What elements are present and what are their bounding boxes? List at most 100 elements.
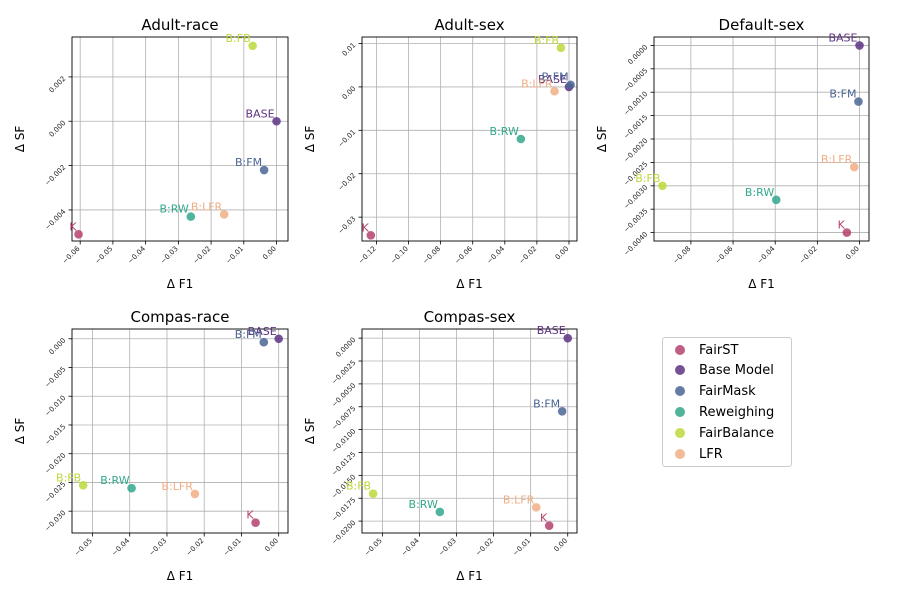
point-label-k: K xyxy=(362,221,370,234)
data-point-b-fb xyxy=(78,481,88,490)
x-axis-label: Δ F1 xyxy=(456,569,483,583)
x-tick-label: −0.06 xyxy=(453,244,474,265)
x-tick-label: −0.04 xyxy=(110,536,131,557)
y-tick-label: −0.0125 xyxy=(330,450,357,477)
point-label-k: K xyxy=(540,512,548,525)
legend-marker-fairmask xyxy=(675,386,685,396)
legend-label-reweighing: Reweighing xyxy=(699,404,775,420)
x-tick-label: −0.03 xyxy=(437,537,458,558)
axes-frame xyxy=(653,36,870,242)
x-tick-label: −0.05 xyxy=(93,245,114,266)
data-point-b-lfr xyxy=(190,489,200,499)
y-tick-label: 0.0000 xyxy=(626,43,649,66)
x-tick-label: −0.02 xyxy=(185,537,206,558)
point-label-b-rw: B:RW xyxy=(159,203,188,216)
x-tick-label: −0.08 xyxy=(671,245,692,266)
point-label-k: K xyxy=(838,219,846,232)
point-label-b-lfr: B:LFR xyxy=(821,153,853,166)
point-label-b-lfr: B:LFR xyxy=(521,77,553,90)
point-label-b-fm: B:FM xyxy=(235,328,262,341)
x-tick-label: 0.00 xyxy=(263,537,280,554)
y-axis-label: Δ SF xyxy=(13,126,27,153)
x-tick-label: −0.06 xyxy=(61,244,82,265)
y-tick-label: 0.0000 xyxy=(334,336,357,359)
axes-frame xyxy=(361,36,578,242)
point-label-base: BASE xyxy=(246,107,275,120)
data-point-b-rw xyxy=(435,507,445,517)
point-label-b-lfr: B:LFR xyxy=(162,480,194,493)
y-tick-label: −0.0075 xyxy=(330,405,357,432)
y-tick-label: −0.004 xyxy=(43,207,67,231)
legend-marker-fairbalance xyxy=(675,428,685,438)
data-point-base xyxy=(563,333,573,343)
point-label-b-rw: B:RW xyxy=(409,498,438,511)
point-label-b-fm: B:FM xyxy=(533,397,560,410)
legend-item-fairmask: FairMask xyxy=(675,381,756,401)
y-tick-label: 0.00 xyxy=(341,85,358,102)
legend-label-fairmask: FairMask xyxy=(699,383,756,399)
data-point-k xyxy=(366,231,376,240)
data-point-b-fm xyxy=(557,407,567,416)
x-tick-label: −0.04 xyxy=(400,536,421,557)
data-point-b-fm xyxy=(566,80,575,90)
y-tick-label: −0.02 xyxy=(337,171,358,192)
y-tick-label: −0.0015 xyxy=(622,113,649,140)
legend-marker-fairst xyxy=(675,345,685,355)
point-label-b-fb: B:FB xyxy=(226,32,251,45)
subplot-compas-sex: −0.05 −0.04 −0.03 −0.02 −0.01 0.00−0.0200−0.0… xyxy=(303,308,578,583)
data-point-k xyxy=(544,521,554,530)
point-label-b-fm: B:FM xyxy=(235,156,262,169)
x-tick-label: −0.12 xyxy=(357,245,378,266)
y-axis-label: Δ SF xyxy=(303,126,317,153)
point-label-base: BASE xyxy=(828,31,857,44)
x-tick-label: −0.05 xyxy=(363,537,384,558)
y-tick-label: −0.01 xyxy=(337,128,358,149)
subplot-default-sex: −0.08 −0.06 −0.04 −0.02 0.00−0.0040−0.0035−0… xyxy=(595,16,870,291)
point-label-b-rw: B:RW xyxy=(490,125,519,138)
legend-item-fairst: FairST xyxy=(675,340,738,360)
point-label-k: K xyxy=(69,220,77,233)
data-point-k xyxy=(251,518,260,527)
y-tick-label: 0.002 xyxy=(48,75,68,95)
data-point-b-fb xyxy=(658,181,667,191)
y-tick-label: −0.0040 xyxy=(622,230,649,257)
legend-label-fairbalance: FairBalance xyxy=(699,425,775,441)
x-tick-label: 0.00 xyxy=(844,245,861,262)
point-label-b-lfr: B:LFR xyxy=(191,200,223,213)
y-tick-label: 0.000 xyxy=(48,337,68,357)
x-tick-label: −0.02 xyxy=(192,245,213,266)
data-point-b-rw xyxy=(516,134,526,144)
y-tick-label: −0.0025 xyxy=(330,359,357,386)
legend-marker-lfr xyxy=(675,449,685,459)
x-axis-label: Δ F1 xyxy=(456,277,483,291)
y-tick-label: −0.0175 xyxy=(330,496,357,523)
chart-title: Default-sex xyxy=(719,16,805,34)
y-tick-label: −0.0100 xyxy=(330,427,357,454)
data-point-k xyxy=(842,228,852,237)
x-tick-label: −0.06 xyxy=(714,244,735,265)
chart-title: Adult-race xyxy=(141,16,218,34)
legend-item-reweighing: Reweighing xyxy=(675,402,774,422)
x-tick-label: −0.04 xyxy=(756,244,777,265)
chart-title: Compas-race xyxy=(130,308,229,326)
data-point-b-rw xyxy=(186,212,196,221)
data-point-base xyxy=(274,334,283,344)
y-tick-label: −0.005 xyxy=(43,365,67,389)
point-label-base: BASE xyxy=(537,324,566,337)
axes-frame xyxy=(71,328,289,534)
y-tick-label: −0.0005 xyxy=(622,67,649,94)
legend-marker-base-model xyxy=(675,365,685,375)
point-label-b-fb: B:FB xyxy=(56,471,81,484)
x-tick-label: −0.05 xyxy=(73,537,94,558)
x-tick-label: −0.03 xyxy=(148,537,169,558)
data-point-b-fm xyxy=(854,97,863,106)
x-tick-label: −0.04 xyxy=(126,244,147,265)
x-tick-label: −0.01 xyxy=(224,245,245,266)
legend: FairST Base Model FairMask Reweighing Fa… xyxy=(662,337,792,467)
point-label-b-rw: B:RW xyxy=(745,186,774,199)
legend-label-lfr: LFR xyxy=(699,446,723,462)
data-point-b-fm xyxy=(259,337,269,347)
data-point-b-fm xyxy=(259,165,269,175)
y-tick-label: −0.0050 xyxy=(330,382,357,409)
y-axis-label: Δ SF xyxy=(13,418,27,445)
